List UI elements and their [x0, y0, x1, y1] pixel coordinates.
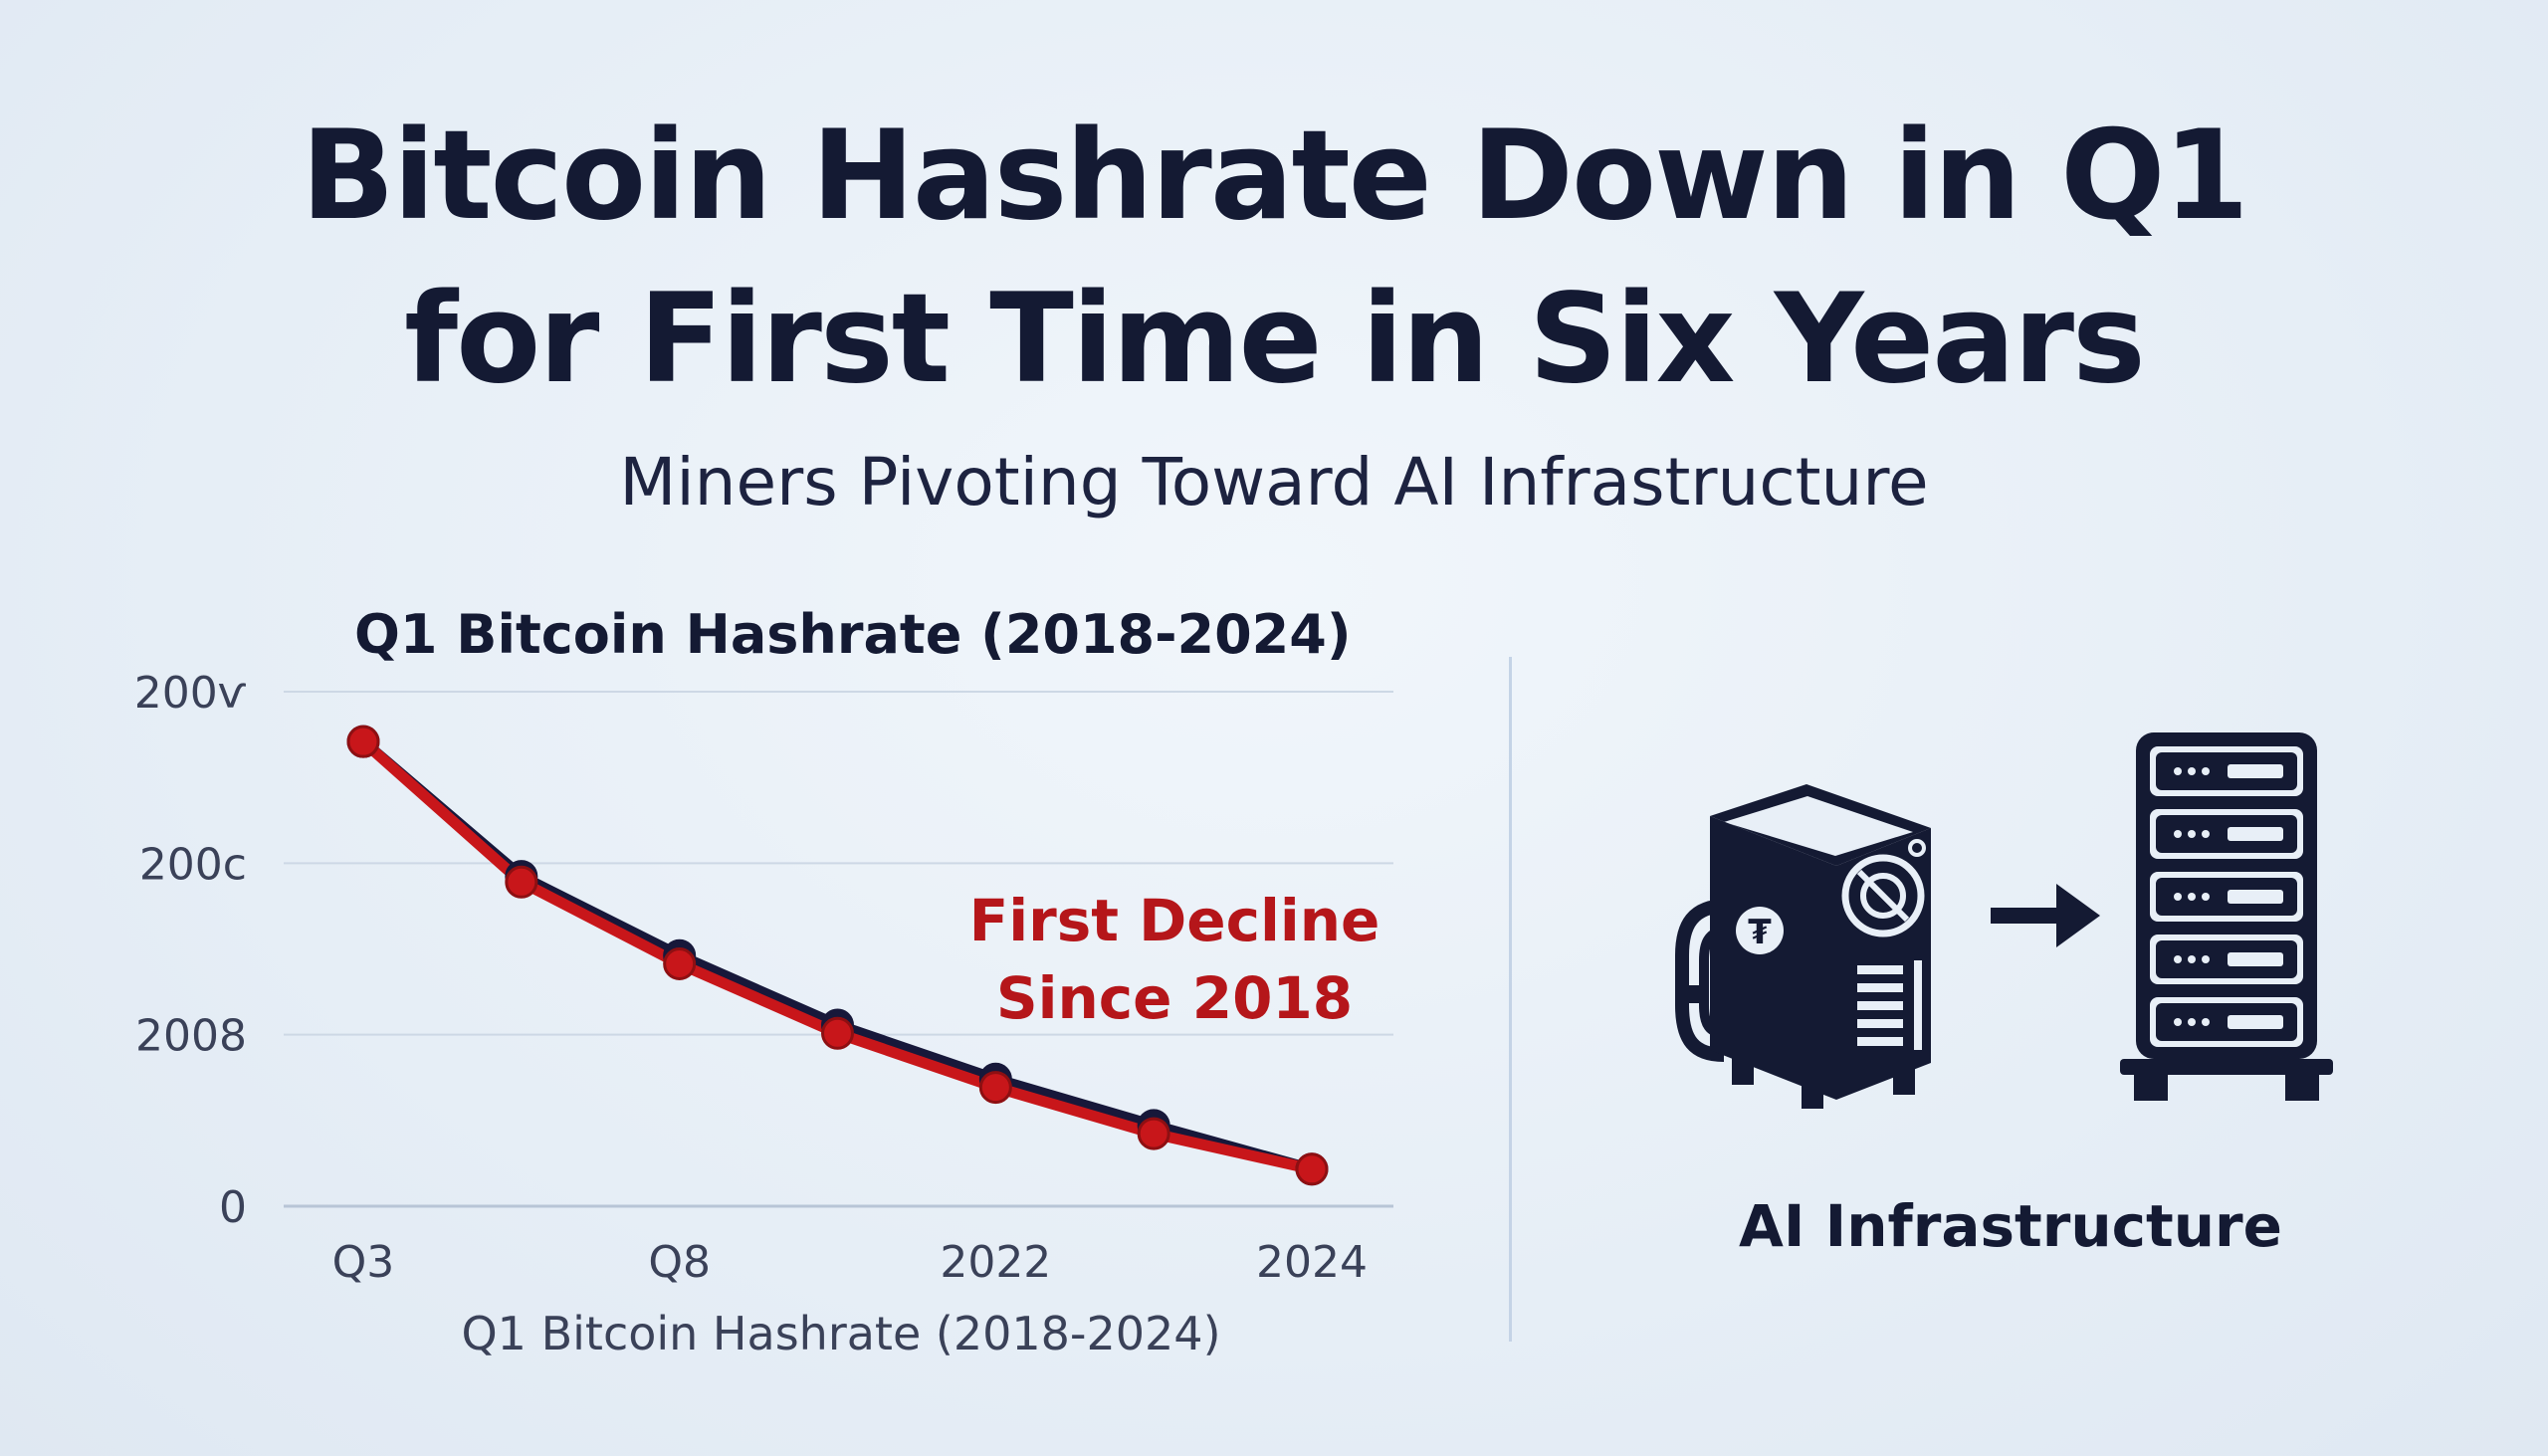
- headline-line-1: Bitcoin Hashrate Down in Q1: [301, 104, 2249, 248]
- server-rack-icon: [2120, 732, 2333, 1101]
- data-point: [978, 1071, 1012, 1105]
- subheadline: Miners Pivoting Toward AI Infrastructure: [619, 444, 1929, 520]
- series-line-2: [357, 735, 1318, 1175]
- series-line-1: [357, 735, 1318, 1175]
- svg-text:₮: ₮: [1748, 913, 1772, 952]
- mining-rig-icon: ₮: [1675, 784, 1931, 1109]
- x-tick-label: Q8: [648, 1237, 711, 1288]
- vertical-divider: [1509, 657, 1512, 1342]
- data-point: [663, 946, 697, 980]
- data-point: [1137, 1117, 1170, 1150]
- x-tick-label: 2024: [1256, 1237, 1368, 1288]
- x-tick-label: Q3: [332, 1237, 395, 1288]
- y-tick-label: 2008: [135, 1011, 247, 1062]
- chart-title: Q1 Bitcoin Hashrate (2018-2024): [354, 603, 1352, 666]
- x-tick-label: 2022: [940, 1237, 1051, 1288]
- y-tick-label: 200ѵ: [134, 668, 247, 719]
- y-tick-label: 200с: [139, 839, 247, 890]
- hashrate-line-chart: 0 2008 200с 200ѵ Q3 Q8 2022 2024 Q1 Bitcoin Hash…: [134, 603, 1393, 1360]
- data-point: [346, 725, 380, 758]
- y-tick-label: 0: [219, 1182, 247, 1233]
- decline-annotation-line: First Decline: [969, 887, 1380, 954]
- data-point: [1295, 1152, 1329, 1186]
- arrow-right-icon: [1991, 884, 2100, 947]
- data-point: [821, 1016, 854, 1050]
- decline-annotation-line: Since 2018: [996, 964, 1353, 1032]
- data-point: [505, 865, 538, 899]
- headline-line-2: for First Time in Six Years: [404, 268, 2146, 411]
- headline: Bitcoin Hashrate Down in Q1 for First Ti…: [0, 95, 2548, 421]
- ai-infrastructure-label: AI Infrastructure: [1739, 1192, 2282, 1260]
- x-axis-label: Q1 Bitcoin Hashrate (2018-2024): [461, 1307, 1220, 1360]
